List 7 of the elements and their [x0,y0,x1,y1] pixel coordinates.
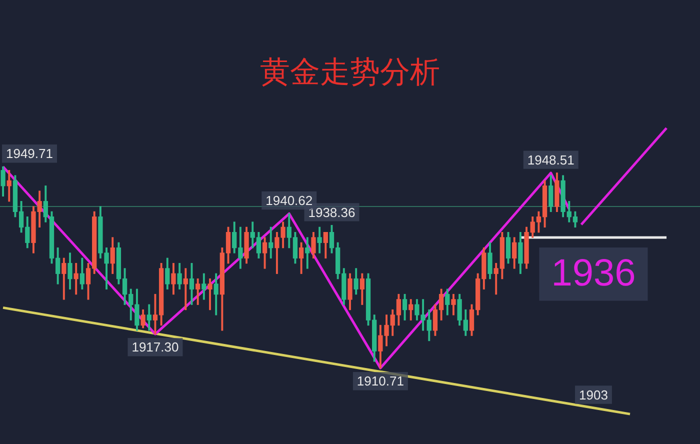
data-label: 1917.30 [132,340,179,355]
text: 黄金走势分析 [259,54,441,92]
data-label: 1910.71 [356,374,404,389]
data-label: 1903 [579,387,608,402]
data-label: 1948.51 [527,152,574,168]
data-label: 1936 [551,252,636,295]
data-label: 1949.71 [6,146,53,162]
